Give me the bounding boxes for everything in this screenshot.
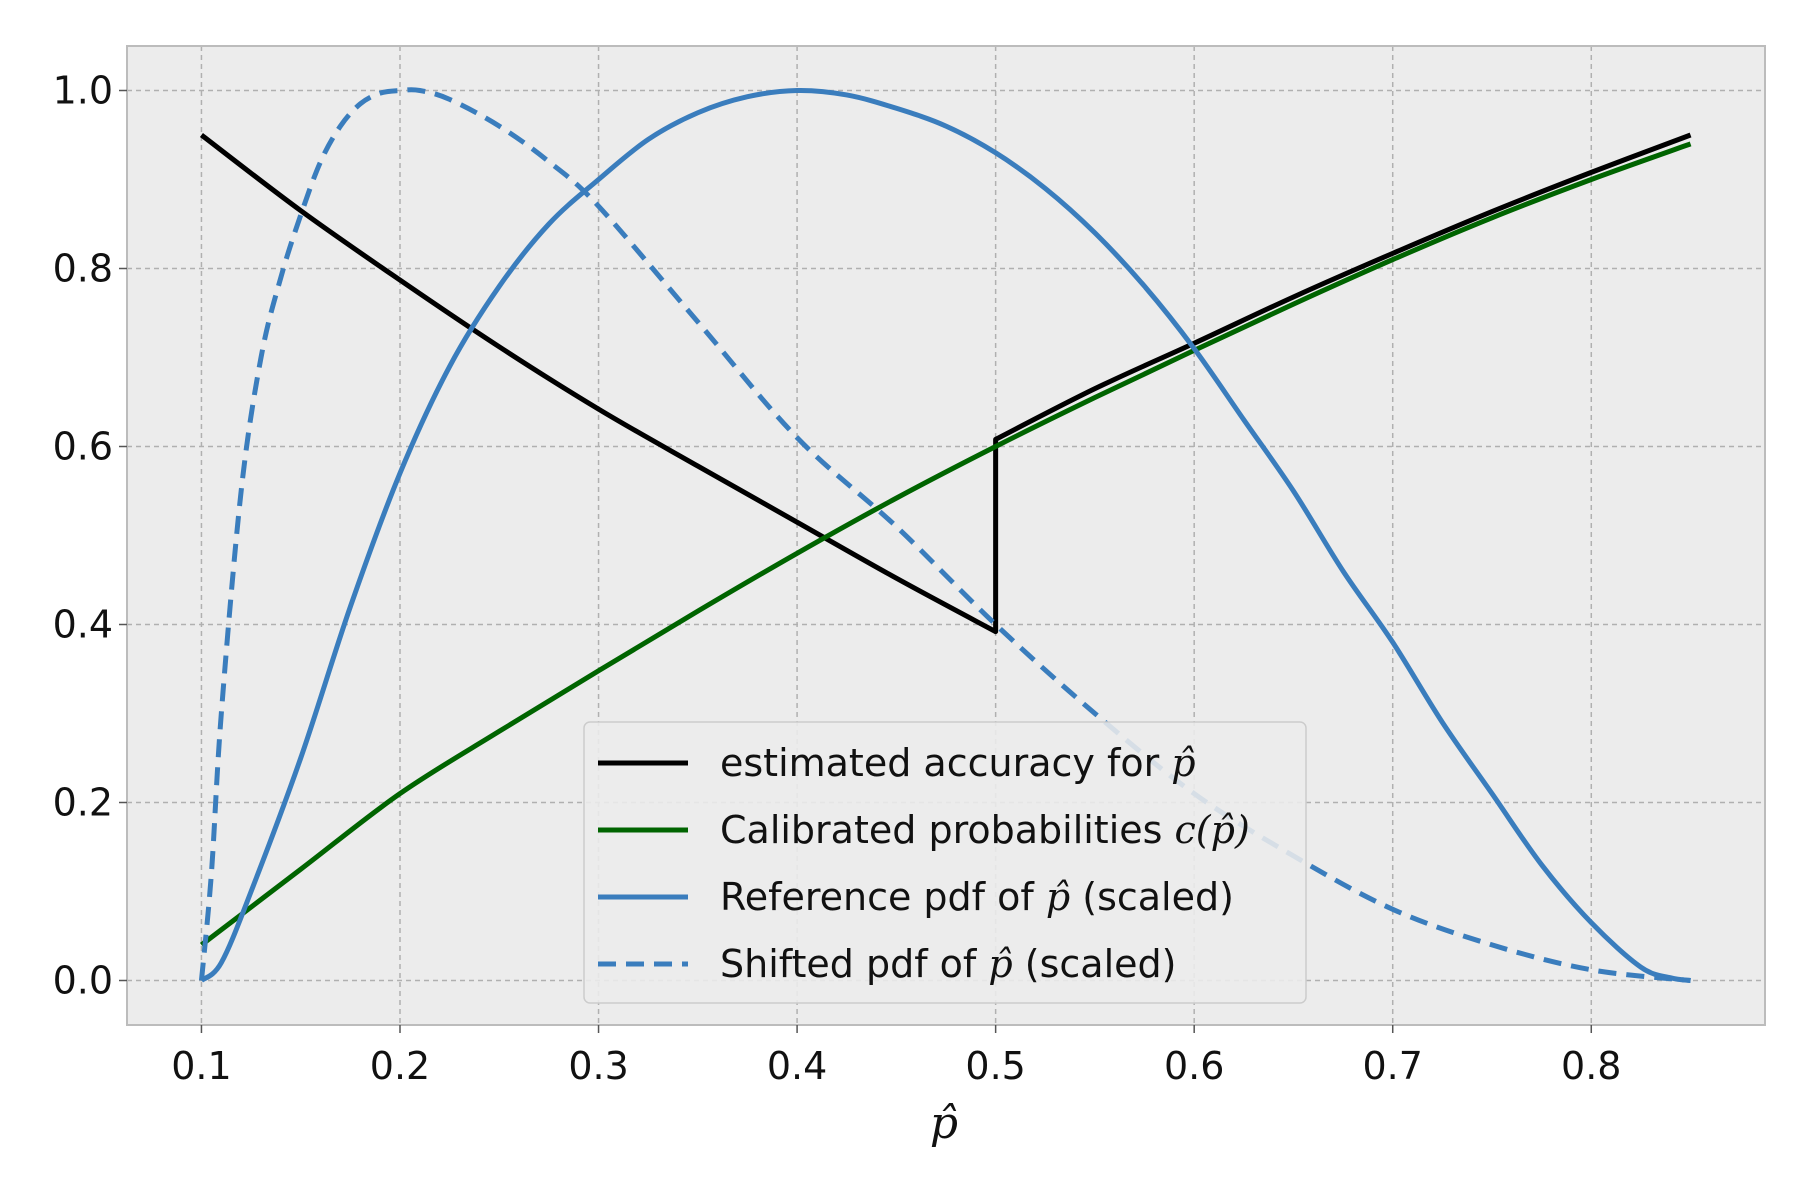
calibrated-line	[199, 141, 1692, 947]
y-tick-label: 0.6	[53, 425, 113, 469]
legend-label: Calibrated probabilities c(p̂)	[720, 808, 1250, 852]
y-tick-label: 1.0	[53, 69, 113, 113]
legend-text-part: (scaled)	[1070, 875, 1234, 919]
y-tick-label: 0.4	[53, 603, 113, 647]
legend-math: c(p̂)	[1175, 808, 1250, 852]
legend-entry-shifted: Shifted pdf of p̂ (scaled)	[598, 942, 1176, 986]
legend-label: Shifted pdf of p̂ (scaled)	[720, 942, 1176, 986]
legend-label: estimated accuracy for p̂	[720, 741, 1196, 785]
x-tick-label: 0.7	[1363, 1044, 1423, 1088]
plot-frame	[126, 45, 1766, 1026]
legend-entry-calibrated: Calibrated probabilities c(p̂)	[598, 808, 1250, 852]
tick-labels: 0.1 0.2 0.3 0.4 0.5 0.6 0.7 0.8 0.0 0.2 0.4 0.6 0.8 1…	[53, 69, 1622, 1089]
legend: estimated accuracy for p̂ Calibrated prob…	[583, 721, 1307, 1004]
y-tick-label: 0.8	[53, 247, 113, 291]
shifted-pdf-line	[198, 87, 1691, 983]
legend-math: p̂	[1171, 741, 1195, 785]
legend-text-part: Shifted pdf of	[720, 942, 988, 986]
legend-text-part: Reference pdf of	[720, 875, 1046, 919]
legend-label: Reference pdf of p̂ (scaled)	[720, 875, 1234, 919]
x-tick-label: 0.8	[1561, 1044, 1621, 1088]
legend-text-part: (scaled)	[1013, 942, 1177, 986]
x-tick-label: 0.5	[965, 1044, 1025, 1088]
x-tick-label: 0.2	[370, 1044, 430, 1088]
reference-pdf-line	[199, 87, 1691, 983]
accuracy-line	[199, 132, 1692, 635]
x-tick-label: 0.4	[767, 1044, 827, 1088]
x-tick-label: 0.3	[568, 1044, 628, 1088]
y-tick-label: 0.0	[53, 959, 113, 1003]
legend-entry-reference: Reference pdf of p̂ (scaled)	[598, 875, 1234, 919]
legend-entry-accuracy: estimated accuracy for p̂	[598, 741, 1196, 785]
x-axis-label: p̂	[930, 1098, 958, 1149]
legend-text-part: estimated accuracy for	[720, 741, 1171, 785]
y-tick-label: 0.2	[53, 781, 113, 825]
series-lines	[198, 87, 1692, 983]
x-tick-label: 0.1	[171, 1044, 231, 1088]
x-tick-label: 0.6	[1164, 1044, 1224, 1088]
legend-box	[583, 721, 1307, 1004]
legend-math: p̂	[988, 942, 1012, 986]
legend-math: p̂	[1046, 875, 1070, 919]
legend-text-part: Calibrated probabilities	[720, 808, 1175, 852]
